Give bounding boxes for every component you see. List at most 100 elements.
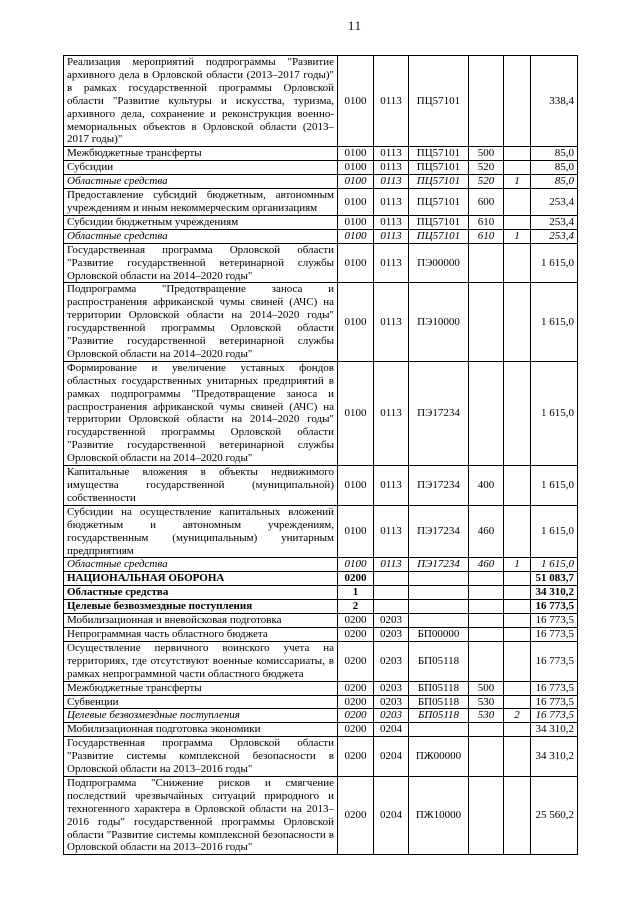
cell-code-source (503, 360, 531, 467)
cell-code-source (503, 188, 531, 216)
cell-code-expense-type: 610 (468, 214, 504, 230)
cell-code-subsection: 0113 (373, 242, 409, 284)
cell-amount: 253,4 (530, 228, 578, 244)
cell-code-target-article: ПЦ57101 (408, 214, 469, 230)
cell-code-section: 0200 (337, 640, 374, 682)
table-row: Областные средства 0100 0113 ПЦ57101 610 1 253… (63, 228, 578, 244)
cell-code-source (503, 160, 531, 176)
table-row: Реализация мероприятий подпрограммы "Раз… (63, 54, 578, 148)
cell-code-expense-type: 520 (468, 174, 504, 190)
cell-code-source (503, 242, 531, 284)
cell-code-expense-type: 500 (468, 146, 504, 162)
cell-code-expense-type: 500 (468, 680, 504, 696)
cell-code-subsection: 0203 (373, 640, 409, 682)
cell-code-subsection: 0204 (373, 775, 409, 856)
cell-code-source (503, 736, 531, 777)
cell-code-target-article: БП05118 (408, 640, 469, 682)
cell-code-source (503, 54, 531, 148)
cell-name: Межбюджетные трансферты (63, 146, 338, 162)
table-row: Субсидии на осуществление капитальных вл… (63, 504, 578, 559)
cell-code-target-article: ПЖ00000 (408, 736, 469, 777)
cell-code-source (503, 613, 531, 628)
cell-code-target-article: ПЭ17234 (408, 557, 469, 573)
cell-code-expense-type: 460 (468, 504, 504, 559)
cell-name: Областные средства (63, 585, 338, 601)
cell-name: Реализация мероприятий подпрограммы "Раз… (63, 54, 338, 148)
cell-code-subsection: 0113 (373, 282, 409, 362)
cell-name: Областные средства (63, 174, 338, 190)
cell-amount: 34 310,2 (530, 722, 578, 738)
cell-code-subsection: 0113 (373, 557, 409, 573)
cell-amount: 85,0 (530, 174, 578, 190)
cell-name: Непрограммная часть областного бюджета (63, 626, 338, 642)
cell-name: Мобилизационная подготовка экономики (63, 722, 338, 738)
table-row: Целевые безвозмездные поступления 0200 020… (63, 708, 578, 724)
cell-code-expense-type: 400 (468, 465, 504, 506)
cell-amount: 85,0 (530, 160, 578, 176)
table-row: Мобилизационная и вневойсковая подготовк… (63, 613, 578, 628)
cell-name: НАЦИОНАЛЬНАЯ ОБОРОНА (63, 571, 338, 587)
cell-code-section: 0200 (337, 571, 374, 587)
cell-code-target-article: ПЦ57101 (408, 188, 469, 216)
cell-code-section: 0100 (337, 160, 374, 176)
cell-code-target-article: БП05118 (408, 708, 469, 724)
cell-name: Государственная программа Орловской обла… (63, 242, 338, 284)
table-row: Областные средства 0100 0113 ПЦ57101 520 1 85,… (63, 174, 578, 190)
cell-code-subsection: 0203 (373, 680, 409, 696)
cell-code-target-article (408, 571, 469, 587)
table-row: НАЦИОНАЛЬНАЯ ОБОРОНА 0200 51 083,7 (63, 571, 578, 587)
cell-code-target-article: ПЭ17234 (408, 465, 469, 506)
cell-code-target-article: ПЦ57101 (408, 54, 469, 148)
cell-name: Межбюджетные трансферты (63, 680, 338, 696)
cell-code-target-article (408, 585, 469, 601)
cell-code-subsection: 0204 (373, 736, 409, 777)
cell-code-section: 0100 (337, 228, 374, 244)
cell-code-expense-type: 600 (468, 188, 504, 216)
cell-code-expense-type (468, 599, 504, 615)
table-row: Субсидии бюджетным учреждениям 0100 0113 ПЦ… (63, 214, 578, 230)
budget-expenditure-table: Реализация мероприятий подпрограммы "Раз… (63, 54, 578, 856)
cell-amount: 16 773,5 (530, 680, 578, 696)
cell-code-subsection: 0113 (373, 360, 409, 467)
cell-name: Субвенции (63, 694, 338, 710)
cell-code-target-article: ПЦ57101 (408, 146, 469, 162)
cell-code-target-article: ПЦ57101 (408, 174, 469, 190)
cell-code-section: 0200 (337, 680, 374, 696)
cell-code-section: 0100 (337, 188, 374, 216)
cell-code-expense-type (468, 282, 504, 362)
table-row: Межбюджетные трансферты 0100 0113 ПЦ57101 50… (63, 146, 578, 162)
cell-code-section: 0100 (337, 360, 374, 467)
cell-amount: 34 310,2 (530, 585, 578, 601)
cell-code-expense-type: 460 (468, 557, 504, 573)
cell-code-subsection (373, 571, 409, 587)
cell-code-subsection: 0113 (373, 188, 409, 216)
cell-code-section: 2 (337, 599, 374, 615)
cell-code-source: 2 (503, 708, 531, 724)
table-row: Областные средства 0100 0113 ПЭ17234 460 1 1 6… (63, 557, 578, 573)
cell-code-section: 0200 (337, 694, 374, 710)
table-row: Государственная программа Орловской обла… (63, 736, 578, 777)
cell-code-section: 0100 (337, 557, 374, 573)
cell-code-subsection: 0113 (373, 160, 409, 176)
cell-code-target-article: ПЦ57101 (408, 160, 469, 176)
cell-code-expense-type: 530 (468, 694, 504, 710)
cell-code-subsection: 0113 (373, 54, 409, 148)
cell-code-source (503, 626, 531, 642)
cell-code-expense-type: 530 (468, 708, 504, 724)
cell-code-source (503, 465, 531, 506)
cell-amount: 1 615,0 (530, 557, 578, 573)
page-number: 11 (348, 19, 363, 33)
cell-code-subsection: 0113 (373, 146, 409, 162)
cell-amount: 34 310,2 (530, 736, 578, 777)
cell-name: Целевые безвозмездные поступления (63, 599, 338, 615)
cell-name: Областные средства (63, 228, 338, 244)
cell-code-section: 0200 (337, 613, 374, 628)
table-row: Капитальные вложения в объекты недвижимо… (63, 465, 578, 506)
cell-code-section: 0200 (337, 626, 374, 642)
cell-code-section: 0100 (337, 174, 374, 190)
cell-amount: 85,0 (530, 146, 578, 162)
cell-code-section: 0100 (337, 282, 374, 362)
cell-code-section: 0200 (337, 722, 374, 738)
table-row: Подпрограмма "Снижение рисков и смягчени… (63, 775, 578, 856)
